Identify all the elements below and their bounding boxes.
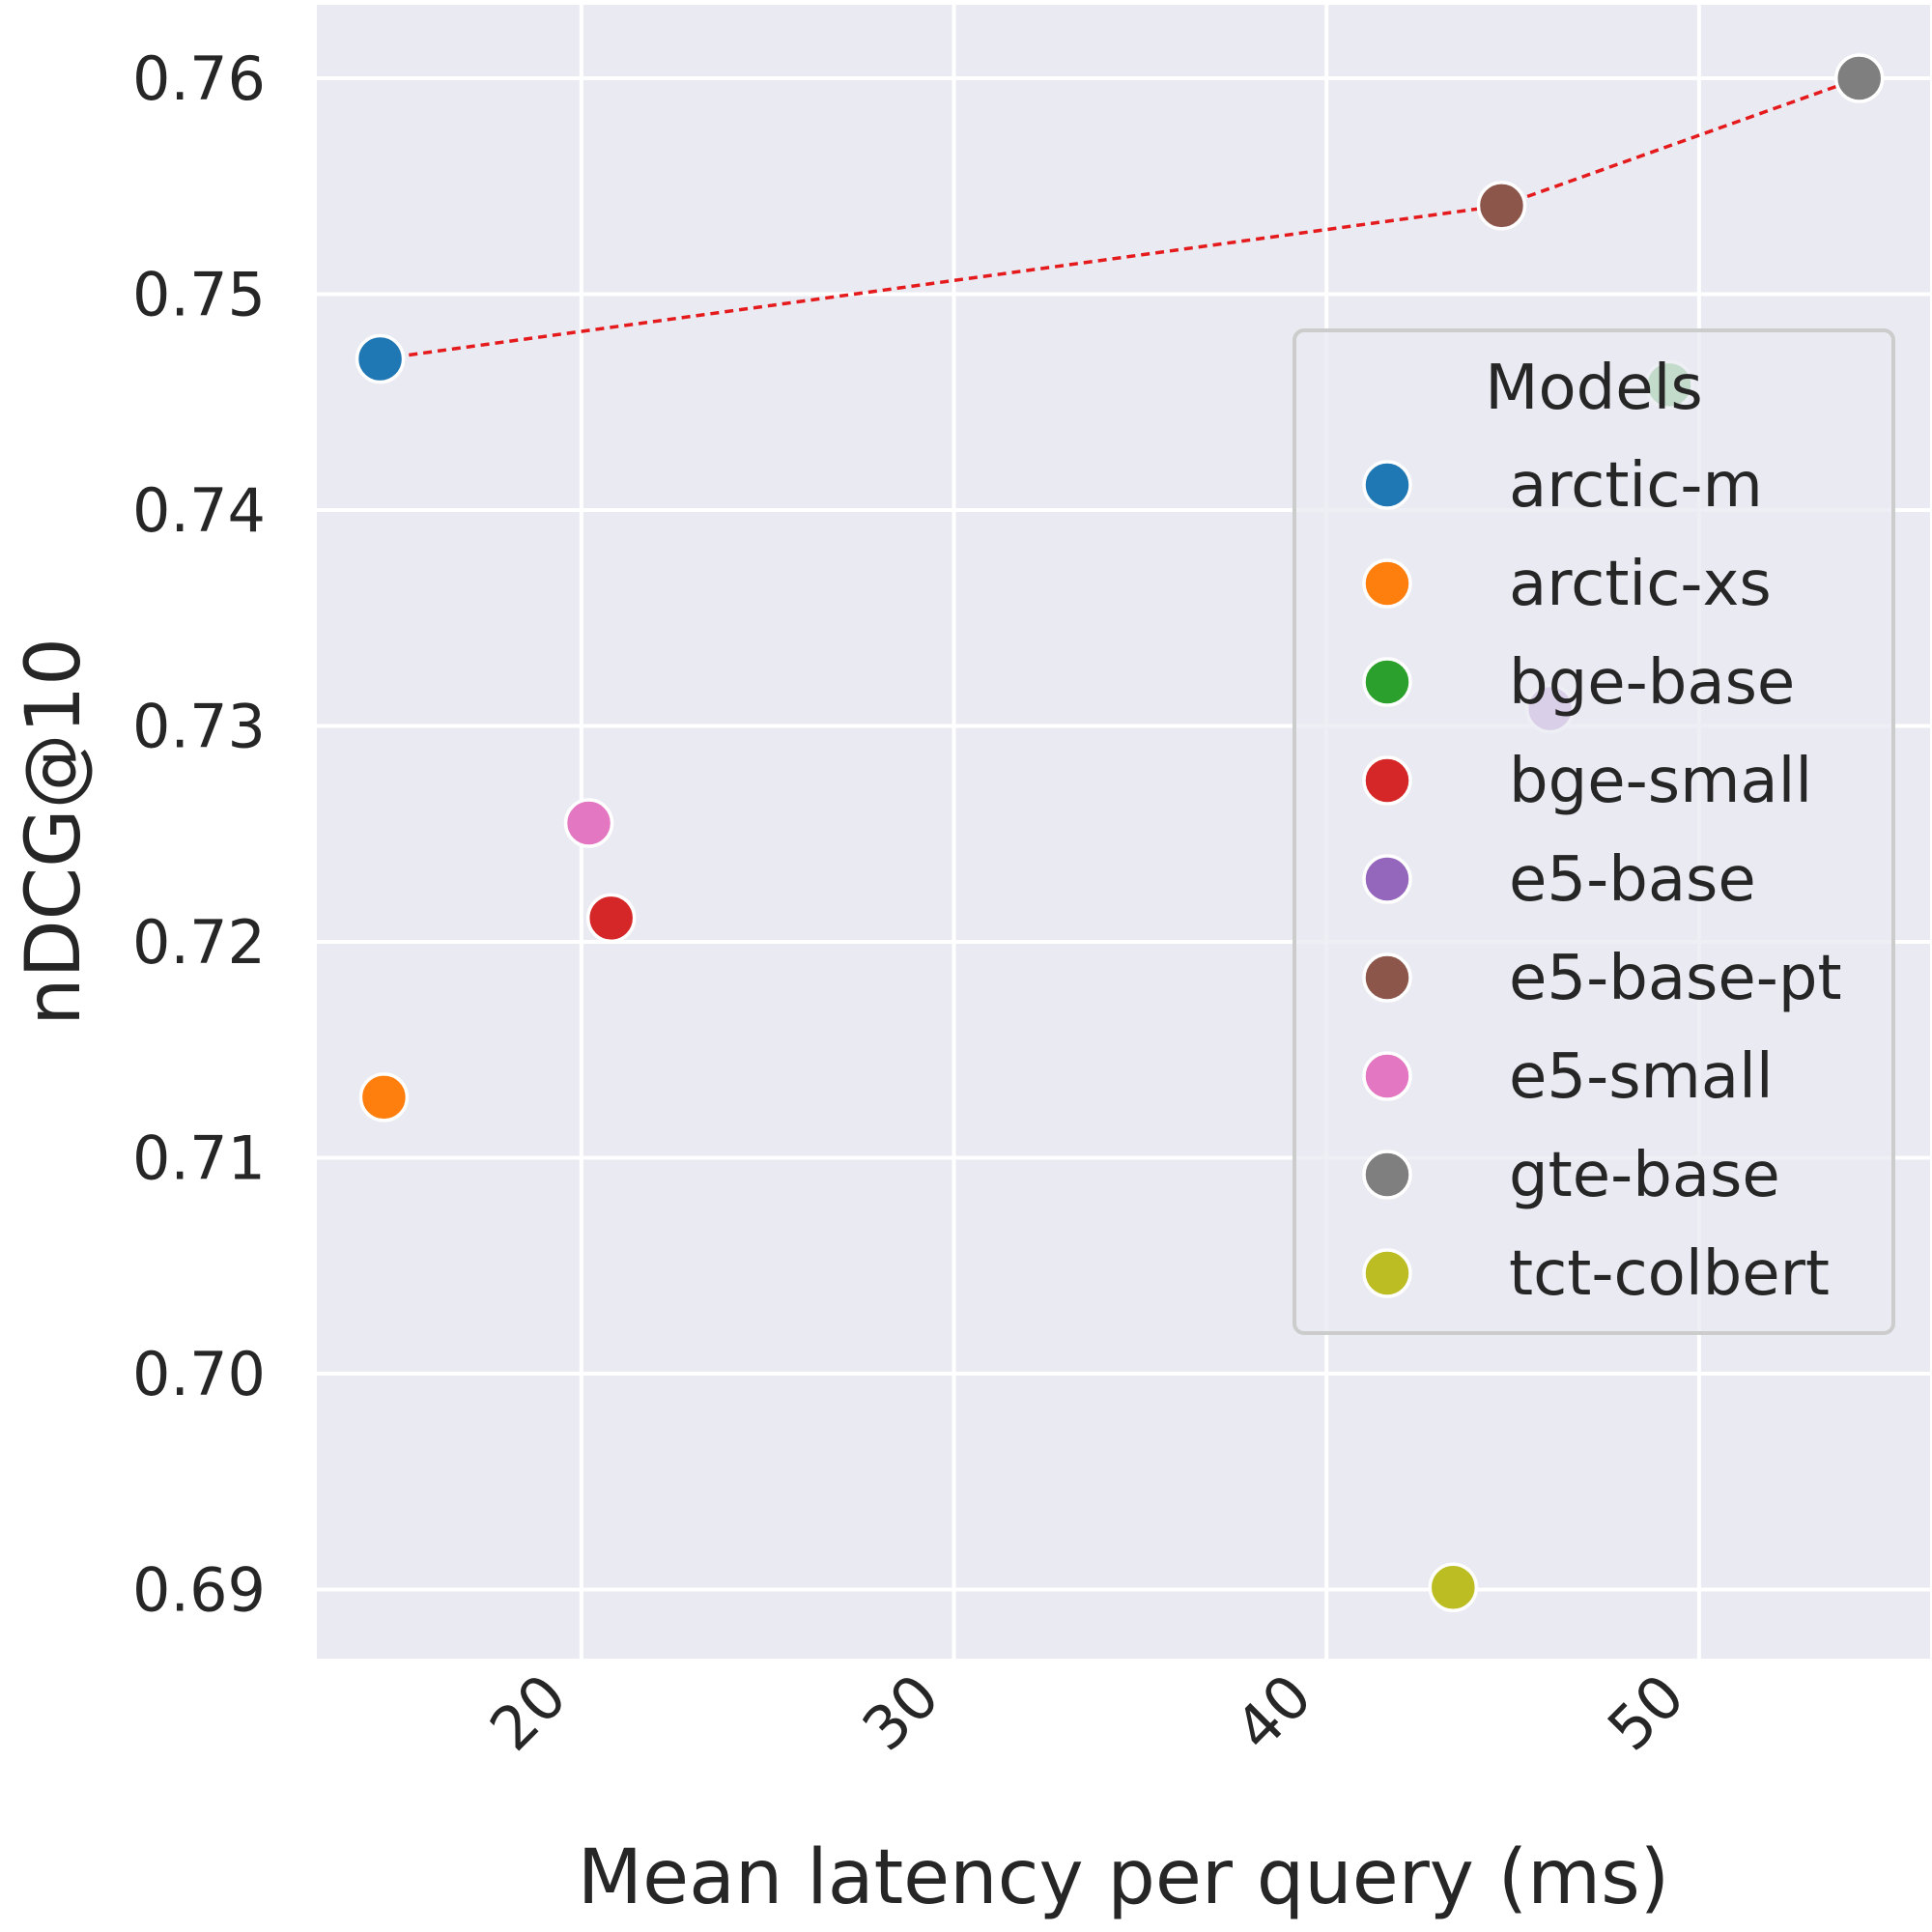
y-tick-label: 0.75 xyxy=(132,259,266,329)
legend-marker-bge-base xyxy=(1362,657,1412,707)
y-axis-label: nDCG@10 xyxy=(11,638,98,1026)
y-tick-label: 0.70 xyxy=(132,1339,266,1409)
point-arctic-m xyxy=(355,333,406,384)
legend-marker-bge-small xyxy=(1362,755,1412,806)
legend-label-bge-small: bge-small xyxy=(1509,746,1812,817)
legend-label-bge-base: bge-base xyxy=(1509,647,1795,719)
y-tick-label: 0.71 xyxy=(132,1122,266,1193)
y-tick-label: 0.76 xyxy=(132,43,266,114)
legend-marker-e5-base xyxy=(1362,854,1412,904)
legend-label-e5-small: e5-small xyxy=(1509,1041,1774,1113)
legend-marker-arctic-xs xyxy=(1362,558,1412,609)
legend-label-e5-base-pt: e5-base-pt xyxy=(1509,943,1842,1014)
legend-label-arctic-m: arctic-m xyxy=(1509,450,1763,522)
y-tick-label: 0.74 xyxy=(132,475,266,546)
legend-marker-tct-colbert xyxy=(1362,1248,1412,1298)
legend-label-e5-base: e5-base xyxy=(1509,844,1756,916)
point-gte-base xyxy=(1833,53,1885,103)
legend-label-gte-base: gte-base xyxy=(1509,1140,1780,1211)
point-e5-small xyxy=(563,798,614,848)
point-arctic-xs xyxy=(358,1072,410,1122)
y-tick-label: 0.69 xyxy=(132,1554,266,1625)
legend-label-tct-colbert: tct-colbert xyxy=(1509,1238,1830,1310)
legend: Models arctic-m arctic-xs bge-base bge-smal… xyxy=(1293,328,1895,1335)
y-tick-label: 0.73 xyxy=(132,691,266,761)
x-tick-label: 50 xyxy=(1594,1661,1697,1764)
legend-marker-arctic-m xyxy=(1362,460,1412,510)
x-axis-label: Mean latency per query (ms) xyxy=(578,1834,1669,1921)
legend-marker-e5-small xyxy=(1362,1051,1412,1101)
point-tct-colbert xyxy=(1428,1562,1479,1612)
legend-box xyxy=(1293,328,1895,1335)
x-tick-label: 20 xyxy=(476,1661,580,1764)
legend-label-arctic-xs: arctic-xs xyxy=(1509,549,1772,620)
legend-marker-e5-base-pt xyxy=(1362,952,1412,1003)
y-tick-labels: 0.69 0.70 0.71 0.72 0.73 0.74 0.75 0.76 xyxy=(132,43,266,1625)
x-tick-labels: 20 30 40 50 xyxy=(476,1661,1697,1764)
point-e5-base-pt xyxy=(1476,181,1527,231)
legend-marker-gte-base xyxy=(1362,1150,1412,1200)
legend-items: arctic-m arctic-xs bge-base bge-small e5-bas… xyxy=(1362,450,1842,1310)
legend-title: Models xyxy=(1485,353,1703,424)
point-bge-small xyxy=(585,893,637,944)
x-tick-label: 30 xyxy=(849,1661,952,1764)
y-tick-label: 0.72 xyxy=(132,907,266,978)
x-tick-label: 40 xyxy=(1221,1661,1324,1764)
